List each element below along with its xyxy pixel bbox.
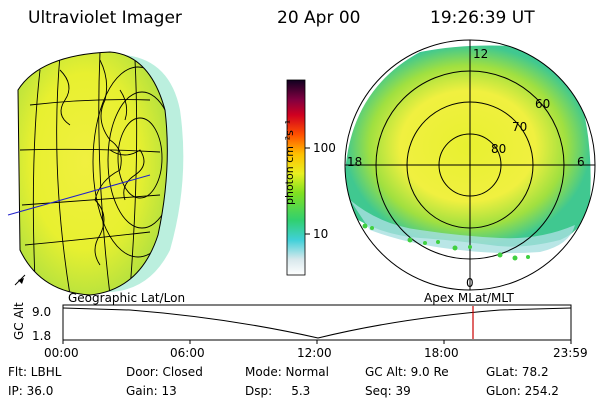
- info-ip: IP: 36.0: [8, 384, 54, 398]
- polar-plot: [344, 39, 596, 291]
- colorbar-tick-10: 10: [313, 227, 329, 241]
- orbit-xtick-3: 18:00: [424, 346, 459, 360]
- date-label: 20 Apr 00: [277, 8, 361, 28]
- lat-label-60: 60: [535, 97, 551, 111]
- orbit-plot: [62, 304, 572, 344]
- info-gain: Gain: 13: [126, 384, 177, 398]
- colorbar: [286, 79, 310, 276]
- info-dsp: Dsp: 5.3: [245, 384, 311, 398]
- mlt-label-0: 0: [466, 276, 474, 290]
- mlt-label-12: 12: [473, 47, 489, 61]
- mlt-label-18: 18: [347, 155, 363, 169]
- globe-image: [7, 51, 184, 296]
- info-seq: Seq: 39: [365, 384, 411, 398]
- info-glon: GLon: 254.2: [486, 384, 559, 398]
- info-mode: Mode: Normal: [245, 365, 329, 379]
- info-door: Door: Closed: [126, 365, 203, 379]
- orbit-xtick-1: 06:00: [170, 346, 205, 360]
- orbit-ytick-high: 9.0: [32, 305, 52, 319]
- orbit-xtick-4: 23:59: [553, 346, 588, 360]
- colorbar-unit-label: photon cm⁻²s⁻¹: [283, 119, 296, 205]
- orbit-ylabel: GC Alt: [12, 302, 26, 340]
- info-flt: Flt: LBHL: [8, 365, 62, 379]
- orbit-xtick-2: 12:00: [297, 346, 332, 360]
- colorbar-tick-100: 100: [313, 141, 336, 155]
- info-glat: GLat: 78.2: [486, 365, 549, 379]
- projection-right-label: Apex MLat/MLT: [424, 291, 514, 305]
- lat-label-70: 70: [512, 120, 528, 134]
- projection-left-label: Geographic Lat/Lon: [68, 291, 186, 305]
- info-gc-alt: GC Alt: 9.0 Re: [365, 365, 449, 379]
- orbit-xtick-0: 00:00: [44, 346, 79, 360]
- mlt-label-6: 6: [577, 155, 585, 169]
- time-label: 19:26:39 UT: [430, 8, 535, 28]
- app-title: Ultraviolet Imager: [28, 8, 182, 28]
- orbit-ytick-low: 1.8: [32, 329, 52, 343]
- lat-label-80: 80: [491, 142, 507, 156]
